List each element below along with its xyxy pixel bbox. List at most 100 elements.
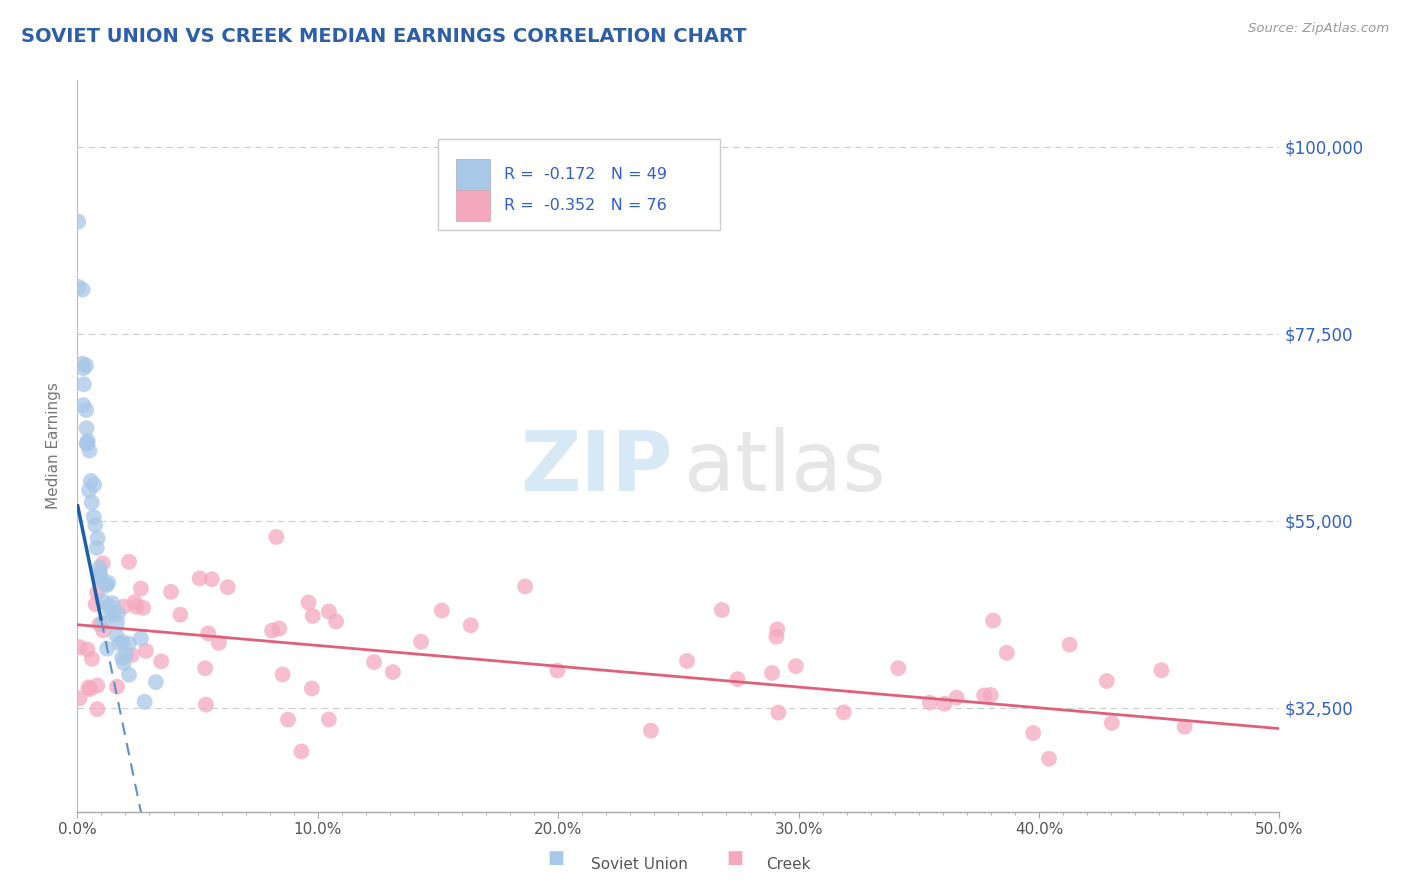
Point (72, 357, 94, 371)
Point (91, 557, 114, 571)
Point (134, 695, 156, 709)
Point (107, 607, 129, 621)
Point (89, 569, 111, 583)
Point (96, 578, 118, 592)
Point (67, 280, 90, 294)
Point (76, 434, 98, 448)
Point (980, 688, 1002, 702)
Point (208, 636, 231, 650)
Point (766, 623, 789, 637)
Point (75, 403, 97, 417)
Point (86, 702, 108, 716)
Point (1101, 716, 1123, 731)
Point (430, 603, 453, 617)
Point (86, 531, 108, 545)
Point (118, 555, 141, 569)
Point (129, 582, 152, 596)
Point (132, 601, 155, 615)
Point (89, 566, 111, 581)
Point (98, 605, 121, 619)
Point (1038, 752, 1060, 766)
Text: Creek: Creek (766, 857, 811, 872)
Point (98, 599, 121, 614)
Point (981, 614, 1004, 628)
Point (1095, 673, 1118, 688)
Point (118, 667, 141, 681)
Point (918, 696, 941, 710)
Point (363, 655, 385, 669)
Point (640, 723, 662, 738)
Point (111, 635, 134, 649)
Point (73, 377, 96, 392)
Point (79, 681, 101, 696)
Point (277, 713, 299, 727)
Point (145, 675, 167, 690)
Point (80, 652, 103, 666)
Point (79, 443, 101, 458)
Text: ■: ■ (547, 849, 564, 867)
Point (271, 667, 294, 681)
Point (290, 744, 312, 758)
Point (112, 656, 135, 670)
Text: Source: ZipAtlas.com: Source: ZipAtlas.com (1249, 22, 1389, 36)
Point (76, 421, 98, 435)
Point (67, 215, 90, 229)
Text: R =  -0.352   N = 76: R = -0.352 N = 76 (505, 198, 666, 213)
Point (89, 560, 111, 574)
Point (710, 603, 733, 617)
Point (91, 594, 114, 608)
Point (546, 664, 568, 678)
Point (86, 679, 108, 693)
Point (111, 650, 134, 665)
Point (318, 605, 340, 619)
Point (1174, 720, 1197, 734)
Point (150, 654, 173, 668)
Point (80, 474, 103, 488)
Point (325, 615, 347, 629)
Point (995, 646, 1018, 660)
Point (129, 632, 152, 646)
Point (101, 596, 124, 610)
Point (103, 607, 125, 622)
Point (676, 654, 699, 668)
Point (197, 626, 219, 640)
Point (77, 681, 100, 695)
Point (318, 713, 340, 727)
Point (96, 641, 118, 656)
Point (201, 572, 224, 586)
Point (89, 617, 111, 632)
Point (91, 616, 114, 631)
Point (83, 509, 105, 524)
Text: SOVIET UNION VS CREEK MEDIAN EARNINGS CORRELATION CHART: SOVIET UNION VS CREEK MEDIAN EARNINGS CO… (21, 27, 747, 45)
Point (768, 706, 790, 720)
Point (84, 518, 107, 533)
Point (460, 618, 482, 632)
Point (115, 648, 138, 662)
Point (973, 689, 995, 703)
Point (117, 637, 139, 651)
Point (887, 661, 910, 675)
Point (266, 530, 288, 544)
Point (1022, 726, 1045, 740)
Point (124, 595, 146, 609)
Point (69, 640, 91, 654)
Point (105, 615, 128, 630)
Text: ZIP: ZIP (520, 427, 672, 508)
Point (121, 648, 143, 662)
Point (301, 681, 323, 696)
FancyBboxPatch shape (439, 139, 720, 230)
Point (194, 698, 217, 712)
Point (135, 644, 157, 658)
Point (188, 571, 211, 585)
Point (1150, 663, 1173, 677)
Point (76, 436, 98, 450)
Point (785, 659, 807, 673)
Point (77, 483, 100, 498)
Point (86, 585, 108, 599)
Point (301, 609, 323, 624)
Text: atlas: atlas (685, 427, 886, 508)
Point (125, 599, 148, 614)
Point (1059, 638, 1081, 652)
Bar (456, 190, 489, 221)
Point (75, 359, 97, 373)
